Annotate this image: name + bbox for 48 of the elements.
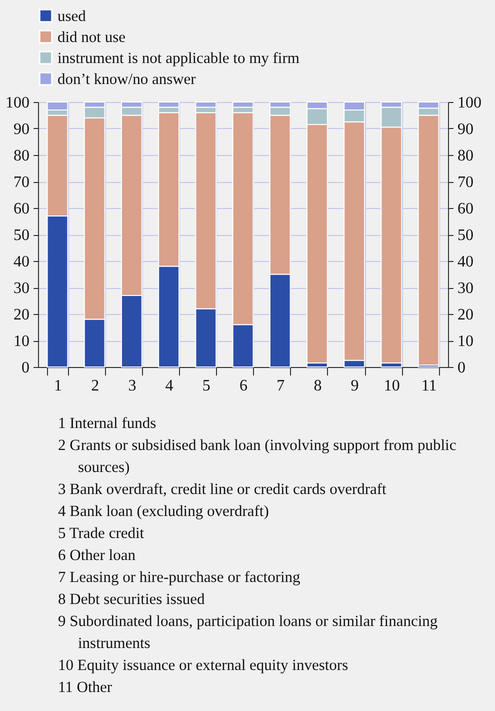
y2-tick-label: 60 xyxy=(458,200,474,218)
x-tick-label: 5 xyxy=(202,378,210,394)
x-tick-label: 1 xyxy=(54,378,62,394)
y-tick-label: 30 xyxy=(14,280,30,297)
x-tick-label: 11 xyxy=(421,378,437,394)
y2-tick-label: 0 xyxy=(458,360,466,376)
legend-label: instrument is not applicable to my firm xyxy=(58,50,300,67)
x-tick-label: 2 xyxy=(91,378,100,394)
y2-tick-label: 50 xyxy=(458,227,474,244)
text: 9 Subordinated loans, participation loans or similar financing instruments xyxy=(58,612,439,654)
text: 6 Other loan xyxy=(58,546,136,566)
y2-tick-label: 40 xyxy=(458,254,474,270)
text: 1 Internal funds xyxy=(58,414,158,434)
y2-tick-label: 80 xyxy=(458,148,474,164)
text: 8 Debt securities issued xyxy=(58,590,206,610)
y-tick-label: 40 xyxy=(14,254,30,270)
y-tick-label: 70 xyxy=(14,174,30,191)
x-tick-label: 10 xyxy=(384,378,400,394)
y-tick-label: 80 xyxy=(14,148,30,164)
y2-tick-label: 100 xyxy=(458,94,482,112)
x-tick-label: 3 xyxy=(128,378,136,394)
x-tick-label: 6 xyxy=(240,378,248,394)
y-tick-label: 50 xyxy=(14,227,30,244)
x-tick-label: 9 xyxy=(350,378,359,394)
y2-tick-label: 20 xyxy=(458,306,474,324)
y-tick-label: 0 xyxy=(22,360,30,376)
y-tick-label: 60 xyxy=(14,200,30,218)
x-tick-label: 4 xyxy=(165,378,174,394)
x-tick-label: 8 xyxy=(314,378,322,394)
y-tick-label: 10 xyxy=(14,333,30,350)
y-tick-label: 90 xyxy=(14,121,30,138)
text: 11 Other xyxy=(58,678,114,698)
text: 10 Equity issuance or external equity investors xyxy=(58,656,350,676)
y2-tick-label: 30 xyxy=(458,280,474,297)
legend-label: did not use xyxy=(58,28,126,46)
text: 3 Bank overdraft, credit line or credit cards overdraft xyxy=(58,480,388,500)
y2-tick-label: 10 xyxy=(458,333,474,350)
text: 7 Leasing or hire-purchase or factoring xyxy=(58,568,302,588)
y2-tick-label: 70 xyxy=(458,174,474,191)
text: 4 Bank loan (excluding overdraft) xyxy=(58,502,270,522)
text: 5 Trade credit xyxy=(58,524,146,544)
legend-label: don’t know/no answer xyxy=(58,70,197,88)
x-tick-label: 7 xyxy=(276,378,285,394)
y-tick-label: 100 xyxy=(6,94,30,112)
y-tick-label: 20 xyxy=(14,306,30,324)
legend-label: used xyxy=(58,8,86,25)
y2-tick-label: 90 xyxy=(458,121,474,138)
text: 2 Grants or subsidised bank loan (involving support from public sources) xyxy=(58,436,458,478)
